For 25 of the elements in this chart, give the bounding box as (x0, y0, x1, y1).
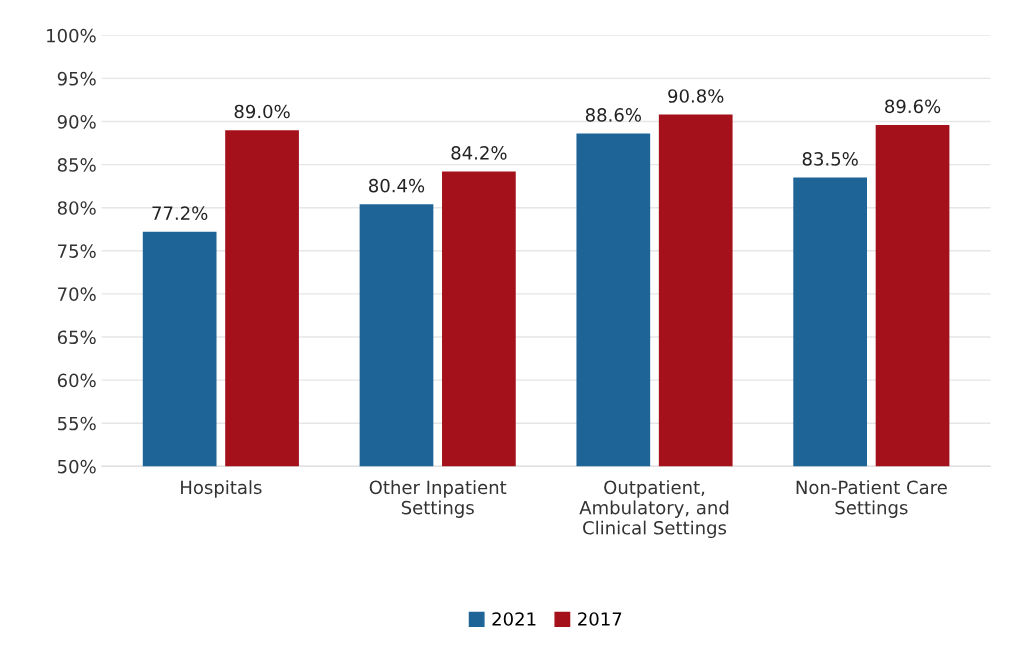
x-tick-label: Other Inpatient Settings (369, 480, 507, 518)
data-label: 84.2% (451, 146, 507, 160)
x-tick-label: Hospitals (181, 480, 262, 498)
x-tick-label: Outpatient, Ambulatory, and Clinical Settings (579, 480, 729, 539)
y-tick-label: 85% (57, 158, 96, 172)
y-tick-label: 100% (47, 28, 96, 43)
y-tick-label: 50% (58, 459, 96, 474)
y-tick-label: 80% (57, 201, 96, 215)
data-label: 88.6% (585, 108, 641, 122)
data-label: 90.8% (668, 89, 724, 103)
y-tick-label: 75% (58, 244, 96, 258)
data-label: 89.6% (885, 99, 941, 114)
legend-label: 2021 (492, 612, 536, 626)
data-label: 83.5% (802, 152, 858, 166)
x-tick-label: Non-Patient Care Settings (796, 480, 947, 518)
y-tick-label: 95% (57, 71, 96, 86)
data-label: 80.4% (369, 178, 425, 193)
data-label: 77.2% (152, 206, 208, 221)
legend-label: 2017 (578, 612, 622, 626)
y-tick-label: 65% (57, 330, 96, 345)
y-tick-label: 90% (57, 114, 96, 129)
y-tick-label: 70% (58, 287, 96, 302)
data-label: 89.0% (234, 104, 290, 119)
y-tick-label: 55% (58, 416, 96, 431)
y-tick-label: 60% (57, 373, 96, 388)
